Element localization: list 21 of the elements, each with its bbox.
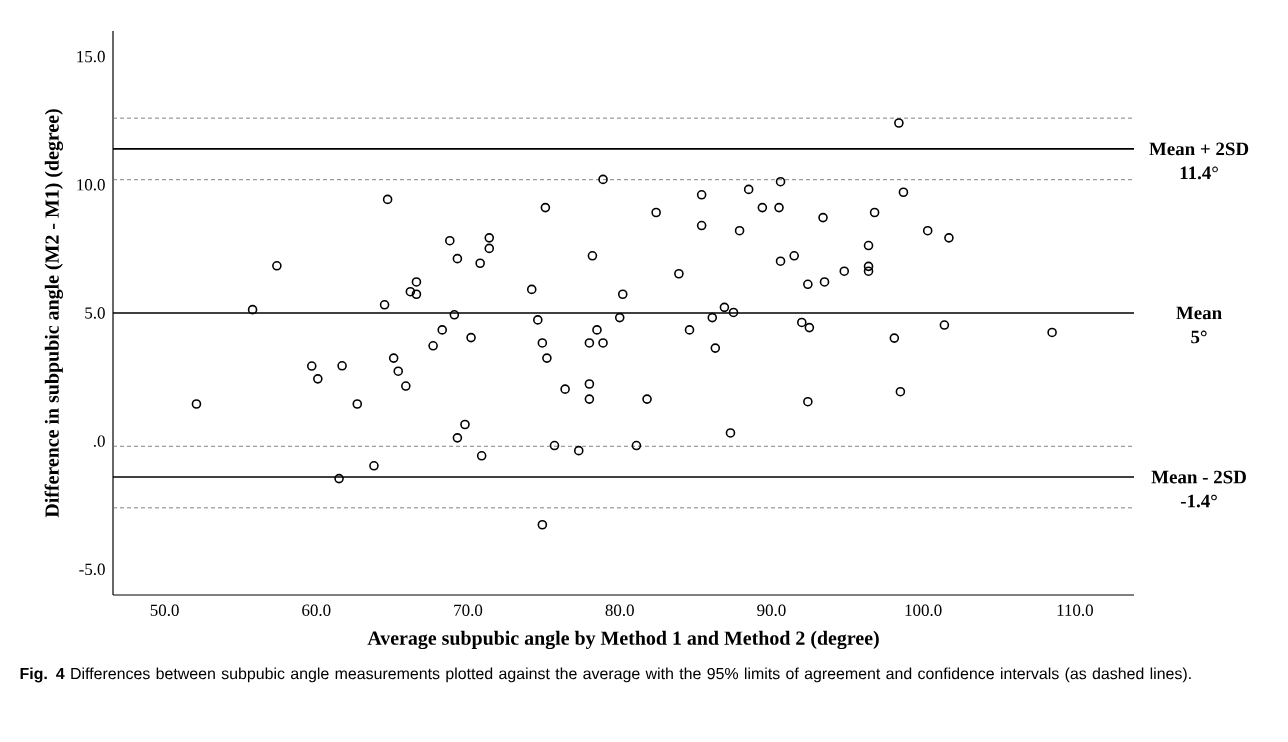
text: 5° bbox=[1191, 330, 1207, 344]
ref-line-label: Mean - 2SD bbox=[1151, 470, 1246, 484]
x-tick-label: 90.0 bbox=[757, 604, 786, 616]
text: -1.4° bbox=[1180, 494, 1217, 508]
y-axis-title: Difference in subpubic angle (M2 - M1) (degree) bbox=[44, 109, 63, 518]
y-tick-label: 15.0 bbox=[77, 50, 105, 63]
x-axis-title: Average subpubic angle by Method 1 and Method 2 (degree) bbox=[367, 630, 879, 650]
ref-line-label: Mean bbox=[1176, 306, 1222, 320]
x-tick-label: 70.0 bbox=[454, 604, 483, 616]
x-tick-label: 100.0 bbox=[905, 604, 942, 616]
x-tick-label: 60.0 bbox=[302, 604, 331, 616]
y-tick-label: .0 bbox=[93, 435, 105, 447]
x-tick-label: 110.0 bbox=[1057, 604, 1093, 616]
text: 11.4° bbox=[1180, 166, 1218, 180]
ref-line-label: Mean + 2SD bbox=[1149, 142, 1249, 156]
x-tick-label: 50.0 bbox=[150, 604, 179, 616]
y-tick-label: -5.0 bbox=[79, 563, 105, 576]
text: Fig. 4 Differences between subpubic angle measurements plotted against the average with the 95% limits of agreement and confidence intervals (as dashed lines). bbox=[20, 667, 1191, 683]
x-tick-label: 80.0 bbox=[605, 604, 634, 616]
y-tick-label: 10.0 bbox=[77, 179, 105, 191]
y-tick-label: 5.0 bbox=[85, 307, 105, 319]
